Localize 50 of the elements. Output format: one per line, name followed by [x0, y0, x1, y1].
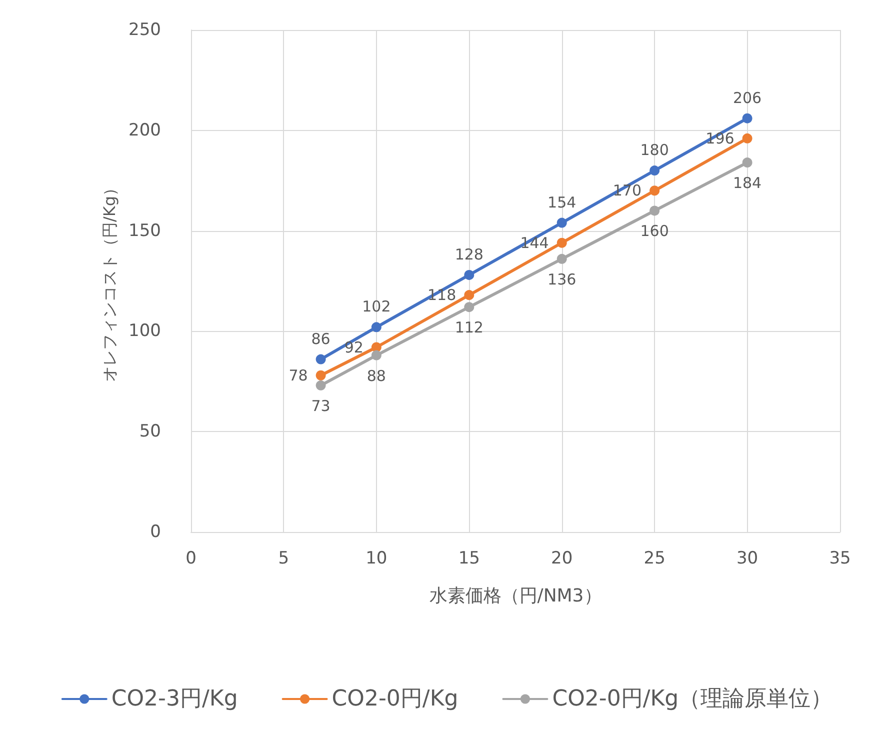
point	[742, 158, 752, 168]
data-label: 112	[454, 318, 484, 337]
point	[371, 350, 382, 360]
point	[742, 113, 752, 124]
data-label: 184	[732, 174, 762, 192]
point	[650, 166, 660, 176]
x-tick-label: 15	[458, 548, 480, 568]
data-label: 86	[311, 330, 330, 348]
x-tick-label: 25	[644, 548, 666, 568]
point	[464, 302, 474, 312]
x-tick-label: 20	[551, 548, 573, 568]
data-label: 180	[640, 141, 669, 160]
x-tick-label: 35	[829, 548, 851, 568]
point	[556, 254, 567, 264]
point	[742, 133, 752, 144]
point	[316, 380, 326, 390]
point	[464, 270, 474, 280]
legend-label: CO2-3円/Kg	[111, 686, 238, 712]
x-tick-label: 5	[278, 548, 290, 568]
y-tick-label: 100	[128, 321, 161, 342]
y-tick-label: 0	[150, 522, 161, 542]
data-label: 160	[640, 222, 669, 240]
y-tick-label: 150	[128, 220, 161, 241]
x-tick-label: 30	[736, 548, 758, 568]
x-tick-label: 0	[186, 548, 196, 568]
point	[464, 290, 474, 300]
y-tick-label: 200	[128, 120, 161, 140]
y-tick-label: 250	[128, 20, 161, 40]
legend-label: CO2-0円/Kg	[332, 686, 458, 712]
legend-label: CO2-0円/Kg（理論原単位）	[552, 686, 833, 712]
point	[556, 218, 567, 228]
data-label: 102	[362, 298, 391, 316]
data-label: 73	[311, 396, 330, 415]
data-label: 78	[288, 366, 308, 384]
point	[316, 354, 326, 364]
point	[371, 322, 382, 332]
data-label: 92	[344, 338, 364, 356]
data-label: 136	[548, 270, 576, 288]
x-axis-title: 水素価格（円/NM3）	[429, 586, 602, 606]
point	[650, 206, 660, 216]
data-label: 206	[732, 88, 762, 107]
point	[556, 238, 567, 248]
data-label: 154	[548, 193, 576, 212]
y-axis-title: オレフィンコスト（円/Kg）	[100, 180, 120, 382]
x-tick-label: 10	[366, 548, 388, 568]
data-label: 128	[454, 245, 484, 264]
y-tick-label: 50	[139, 422, 161, 442]
point	[316, 370, 326, 380]
data-label: 88	[366, 366, 386, 385]
point	[650, 186, 660, 196]
